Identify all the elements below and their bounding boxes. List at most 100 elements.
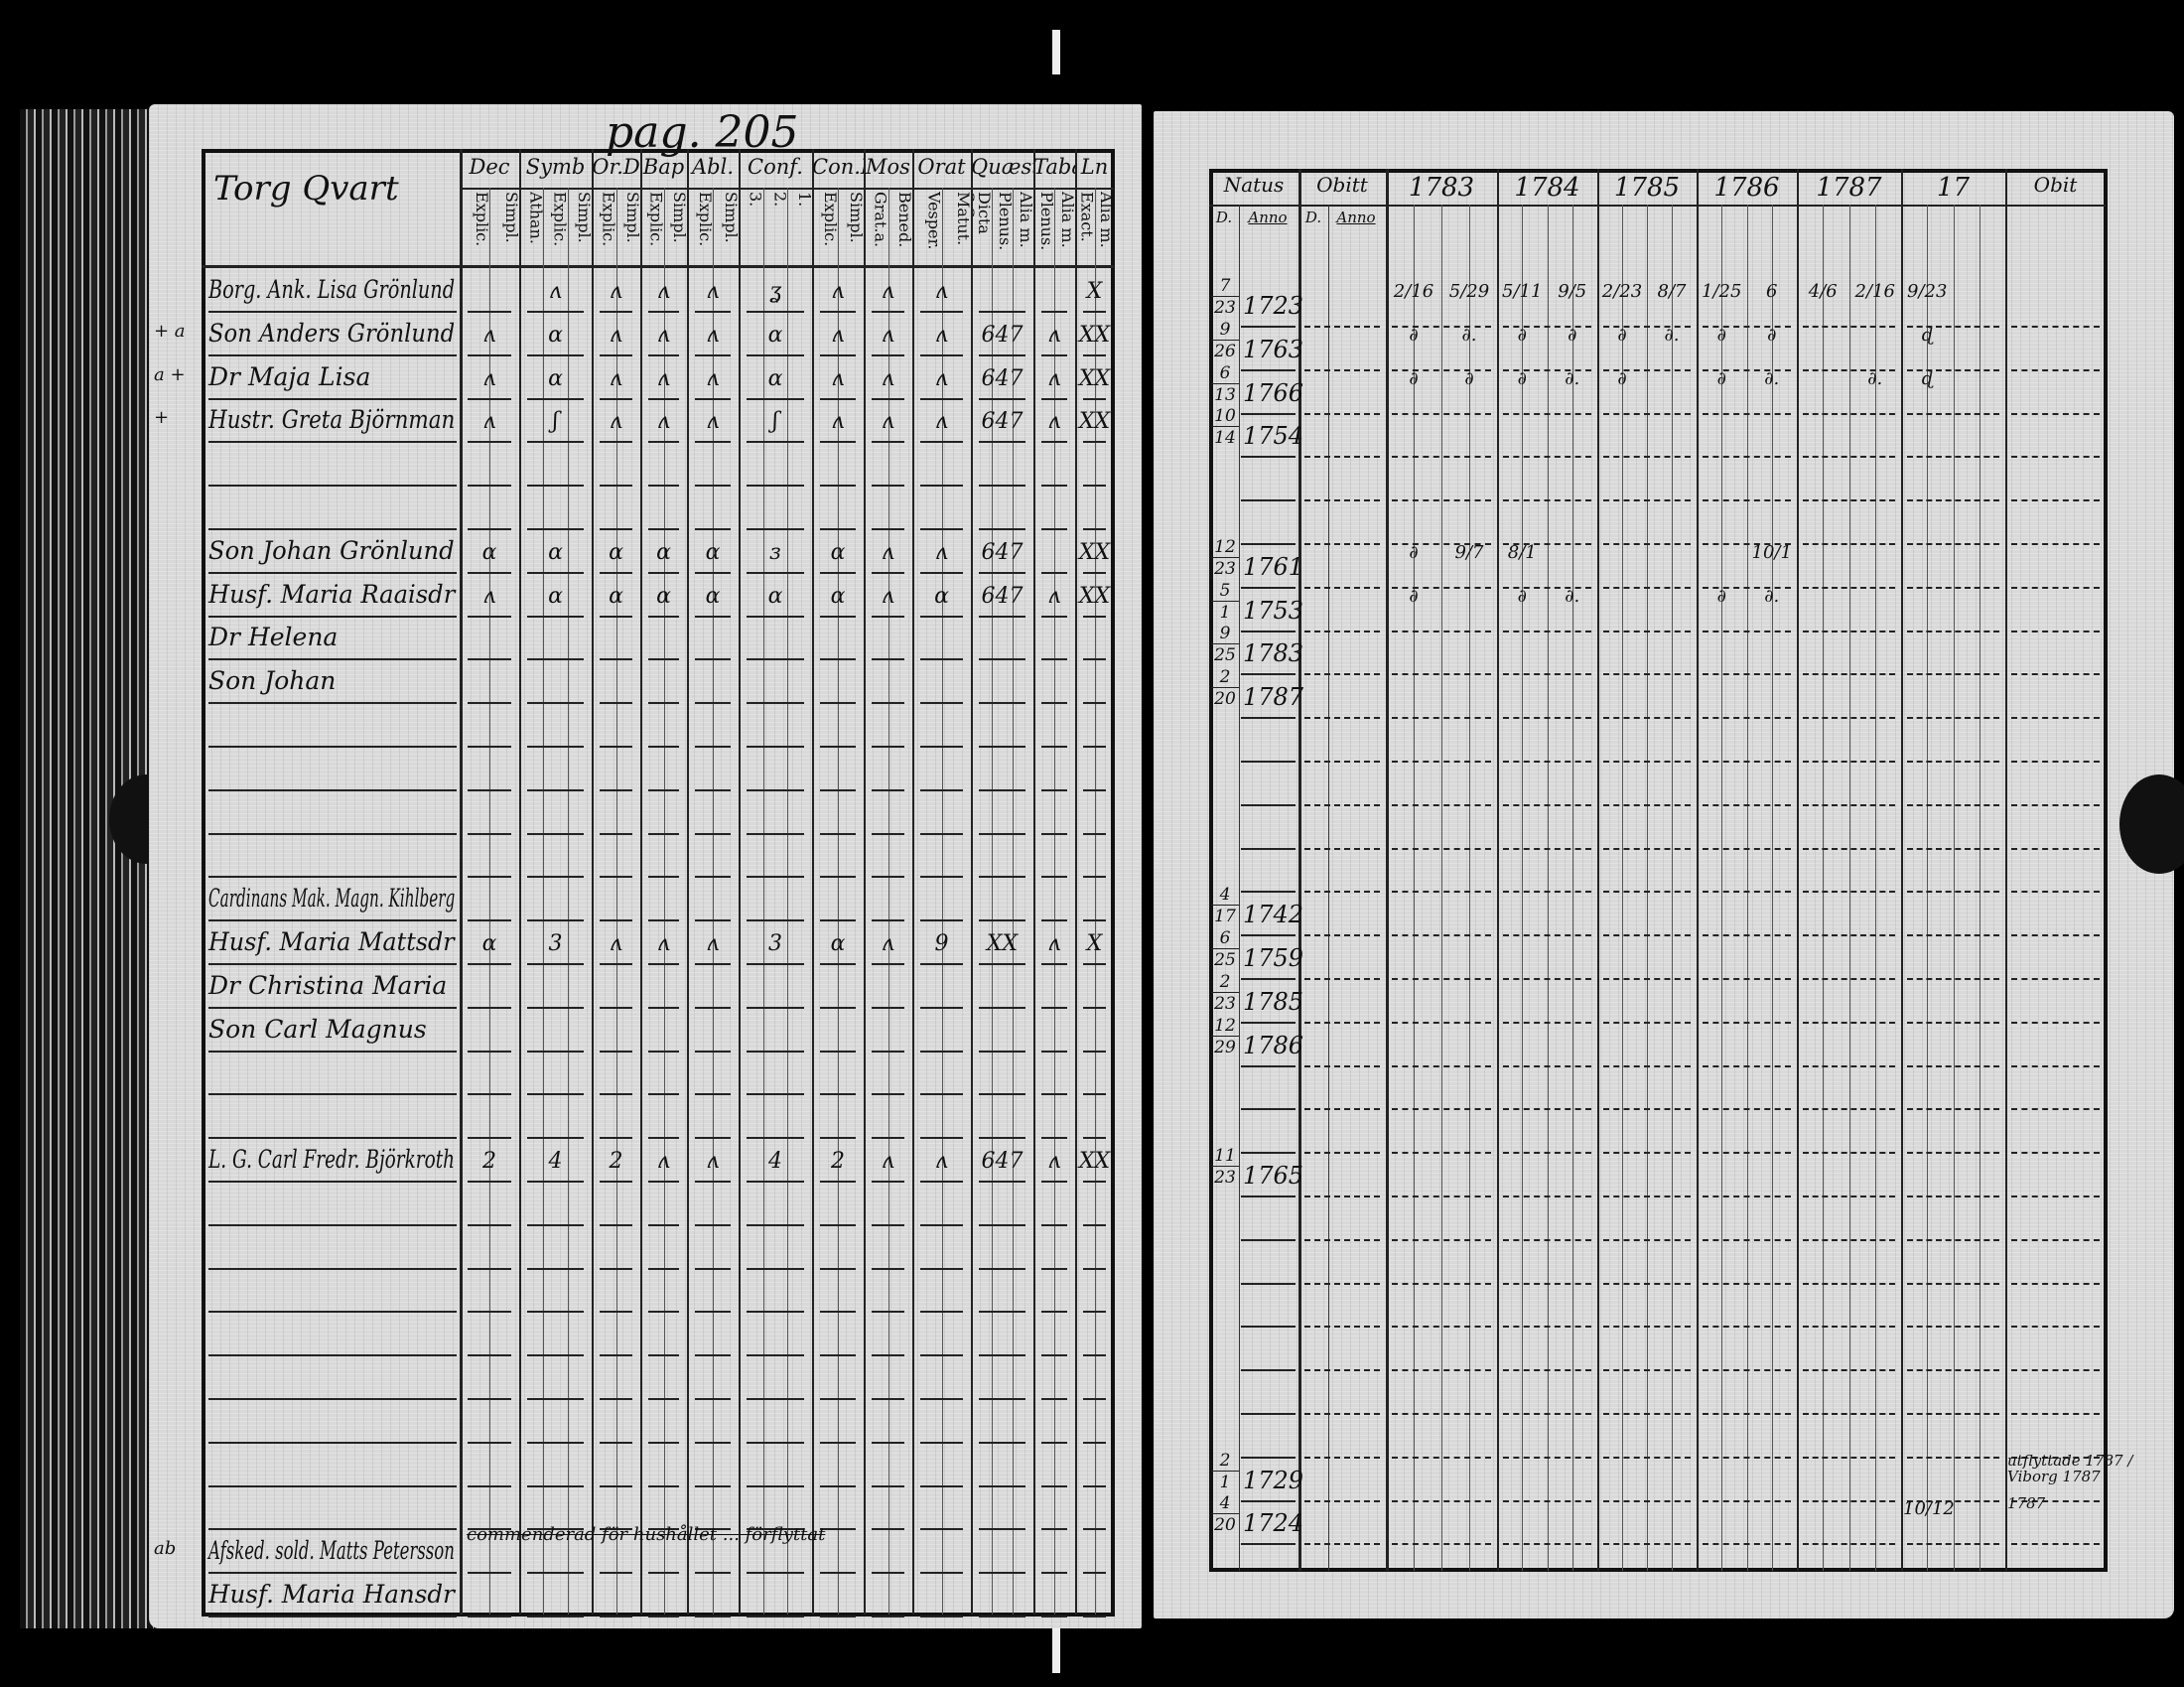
cell-rule <box>747 1528 804 1531</box>
year-rule <box>1241 1543 1296 1546</box>
column-divider <box>1033 149 1035 1615</box>
cell-rule <box>1907 543 1999 545</box>
cell-rule <box>979 1354 1025 1357</box>
cell-rule <box>1803 1238 1895 1241</box>
exam-date: ∂ <box>1716 324 1726 346</box>
year-rule <box>1241 673 1296 676</box>
cell-rule <box>920 528 963 530</box>
cell-rule <box>1392 1282 1491 1285</box>
cell-rule <box>1907 847 1999 850</box>
cell-rule <box>1907 803 1999 806</box>
right-page <box>1154 111 2174 1618</box>
cell-rule <box>920 615 963 618</box>
cell-rule <box>1703 1456 1791 1459</box>
exam-mark: ʌ <box>882 409 894 435</box>
cell-rule <box>920 1484 963 1487</box>
exam-mark: 9 <box>934 931 949 956</box>
cell-rule <box>1304 1543 1380 1546</box>
cell-rule <box>1603 543 1691 545</box>
cell-rule <box>1503 586 1591 589</box>
cell-rule <box>600 1006 632 1009</box>
subcolumn-divider <box>1721 205 1723 1571</box>
column-divider <box>864 149 866 1615</box>
cell-rule <box>1083 485 1106 488</box>
cell-rule <box>1803 1021 1895 1024</box>
cell-rule <box>1392 1326 1491 1329</box>
cell-rule <box>600 397 632 400</box>
column-divider <box>1597 169 1599 1571</box>
column-header: Con.D <box>812 155 864 179</box>
column-divider <box>739 149 741 1615</box>
exam-mark: ʌ <box>610 409 622 435</box>
cell-rule <box>527 441 584 444</box>
cell-rule <box>872 397 904 400</box>
cell-rule <box>600 1484 632 1487</box>
cell-rule <box>1603 1282 1691 1285</box>
cell-rule <box>695 1093 731 1096</box>
exam-mark: 4 <box>548 1149 563 1174</box>
cell-rule <box>2011 543 2100 545</box>
cell-rule <box>747 658 804 661</box>
cell-rule <box>527 571 584 574</box>
cell-rule <box>2011 1152 2100 1155</box>
cell-rule <box>820 832 856 835</box>
cell-rule <box>820 1181 856 1183</box>
column-header: 1786 <box>1713 173 1780 203</box>
cell-rule <box>1703 543 1791 545</box>
cell-rule <box>1503 1499 1591 1502</box>
cell-rule <box>1392 499 1491 502</box>
cell-rule <box>2011 456 2100 459</box>
cell-rule <box>1907 717 1999 720</box>
exam-mark: ʌ <box>482 322 496 348</box>
cell-rule <box>1703 1108 1791 1111</box>
cell-rule <box>2011 717 2100 720</box>
cell-rule <box>527 963 584 965</box>
cell-rule <box>695 571 731 574</box>
cell-rule <box>1304 499 1380 502</box>
year-rule <box>1241 1021 1296 1024</box>
exam-mark: ʌ <box>935 409 948 435</box>
crossed-note: commenderad för hushållet ... förflyttat <box>467 1524 826 1546</box>
cell-rule <box>1503 1238 1591 1241</box>
cell-rule <box>695 702 731 705</box>
exam-mark: ʌ <box>657 931 670 956</box>
cell-rule <box>1503 673 1591 676</box>
cell-rule <box>820 658 856 661</box>
birth-day: 9 <box>1211 320 1239 341</box>
cell-rule <box>820 1223 856 1226</box>
cell-rule <box>1703 630 1791 633</box>
cell-rule <box>1703 1064 1791 1067</box>
name-rule <box>208 1267 457 1270</box>
year-rule <box>1241 803 1296 806</box>
person-name: Cardinans Mak. Magn. Kihlberg <box>208 884 456 914</box>
cell-rule <box>1703 1238 1791 1241</box>
year-rule <box>1241 1064 1296 1067</box>
cell-rule <box>1907 1326 1999 1329</box>
exam-mark: ʃ <box>552 409 559 435</box>
cell-rule <box>600 876 632 879</box>
column-divider <box>1797 169 1799 1571</box>
cell-rule <box>648 1267 679 1270</box>
cell-rule <box>979 1572 1025 1575</box>
cell-rule <box>695 485 731 488</box>
cell-rule <box>468 876 511 879</box>
cell-rule <box>1603 586 1691 589</box>
cell-rule <box>2011 1021 2100 1024</box>
person-name: Dr Christina Maria <box>208 970 448 1000</box>
cell-rule <box>979 1093 1025 1096</box>
cell-rule <box>468 615 511 618</box>
cell-rule <box>920 1050 963 1053</box>
cell-rule <box>979 1006 1025 1009</box>
cell-rule <box>695 1354 731 1357</box>
cell-rule <box>1803 412 1895 415</box>
exam-mark: X <box>1086 931 1103 956</box>
cell-rule <box>872 876 904 879</box>
cell-rule <box>648 485 679 488</box>
cell-rule <box>1503 1152 1591 1155</box>
exam-date: 8/1 <box>1507 541 1537 563</box>
cell-rule <box>468 353 511 356</box>
cell-rule <box>979 1311 1025 1314</box>
cell-rule <box>1703 673 1791 676</box>
column-subheader: Alia m. <box>1058 192 1075 248</box>
cell-rule <box>1392 368 1491 371</box>
